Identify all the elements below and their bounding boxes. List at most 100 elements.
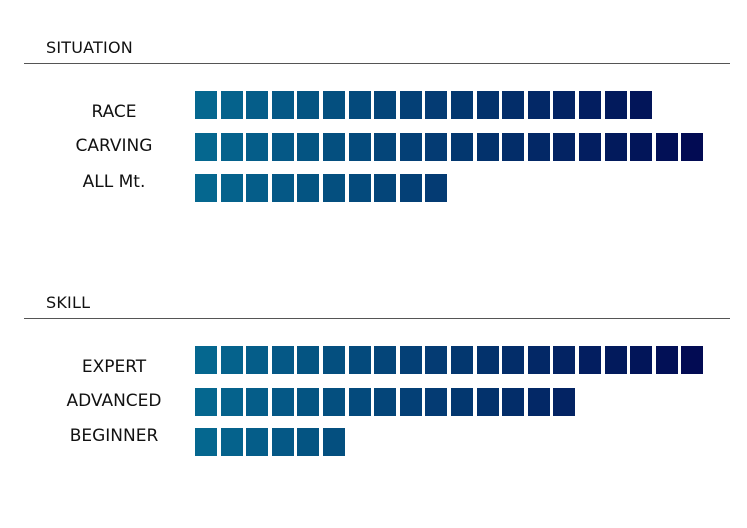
- race-segment-1: [195, 91, 217, 119]
- race-segment-13: [502, 91, 524, 119]
- carving-segment-19: [656, 133, 678, 161]
- beginner-segment-2: [221, 428, 243, 456]
- all-mt-segment-6: [323, 174, 345, 202]
- expert-segment-9: [400, 346, 422, 374]
- advanced-segment-5: [297, 388, 319, 416]
- all-mt-segment-8: [374, 174, 396, 202]
- advanced-segment-8: [374, 388, 396, 416]
- carving-segment-16: [579, 133, 601, 161]
- carving-segment-10: [425, 133, 447, 161]
- carving-segment-18: [630, 133, 652, 161]
- advanced-row-label: ADVANCED: [66, 391, 162, 411]
- expert-segment-12: [477, 346, 499, 374]
- carving-segment-13: [502, 133, 524, 161]
- expert-segment-16: [579, 346, 601, 374]
- advanced-segment-4: [272, 388, 294, 416]
- expert-segment-11: [451, 346, 473, 374]
- race-segment-2: [221, 91, 243, 119]
- all-mt-segment-3: [246, 174, 268, 202]
- situation-section-rule: [24, 63, 730, 64]
- race-segment-3: [246, 91, 268, 119]
- expert-segment-1: [195, 346, 217, 374]
- advanced-row-bar: [195, 388, 707, 416]
- carving-segment-6: [323, 133, 345, 161]
- situation-section-title: SITUATION: [46, 38, 133, 57]
- beginner-segment-1: [195, 428, 217, 456]
- race-row-label: RACE: [91, 102, 137, 122]
- all-mt-segment-7: [349, 174, 371, 202]
- beginner-segment-4: [272, 428, 294, 456]
- race-segment-9: [400, 91, 422, 119]
- carving-segment-11: [451, 133, 473, 161]
- skill-section-rule: [24, 318, 730, 319]
- all-mt-segment-5: [297, 174, 319, 202]
- race-segment-17: [605, 91, 627, 119]
- skill-section-title: SKILL: [46, 293, 91, 312]
- carving-segment-5: [297, 133, 319, 161]
- advanced-segment-6: [323, 388, 345, 416]
- carving-segment-15: [553, 133, 575, 161]
- advanced-segment-12: [477, 388, 499, 416]
- all-mt-segment-10: [425, 174, 447, 202]
- race-segment-10: [425, 91, 447, 119]
- expert-row-bar: [195, 346, 707, 374]
- advanced-segment-2: [221, 388, 243, 416]
- all-mt-segment-1: [195, 174, 217, 202]
- carving-segment-14: [528, 133, 550, 161]
- all-mt-row-label: ALL Mt.: [82, 172, 146, 192]
- expert-segment-4: [272, 346, 294, 374]
- beginner-row-bar: [195, 428, 707, 456]
- advanced-segment-13: [502, 388, 524, 416]
- carving-segment-8: [374, 133, 396, 161]
- carving-segment-3: [246, 133, 268, 161]
- beginner-row-label: BEGINNER: [69, 426, 159, 446]
- race-row-bar: [195, 91, 707, 119]
- expert-segment-15: [553, 346, 575, 374]
- expert-segment-13: [502, 346, 524, 374]
- race-segment-8: [374, 91, 396, 119]
- carving-segment-12: [477, 133, 499, 161]
- carving-segment-2: [221, 133, 243, 161]
- advanced-segment-14: [528, 388, 550, 416]
- race-segment-5: [297, 91, 319, 119]
- carving-segment-7: [349, 133, 371, 161]
- carving-segment-4: [272, 133, 294, 161]
- all-mt-segment-9: [400, 174, 422, 202]
- advanced-segment-11: [451, 388, 473, 416]
- expert-segment-18: [630, 346, 652, 374]
- expert-segment-8: [374, 346, 396, 374]
- expert-segment-10: [425, 346, 447, 374]
- carving-row-bar: [195, 133, 707, 161]
- carving-row-label: CARVING: [75, 136, 153, 156]
- expert-segment-5: [297, 346, 319, 374]
- race-segment-18: [630, 91, 652, 119]
- beginner-segment-3: [246, 428, 268, 456]
- all-mt-segment-2: [221, 174, 243, 202]
- race-segment-16: [579, 91, 601, 119]
- expert-segment-2: [221, 346, 243, 374]
- expert-segment-3: [246, 346, 268, 374]
- advanced-segment-7: [349, 388, 371, 416]
- expert-row-label: EXPERT: [81, 357, 147, 377]
- expert-segment-6: [323, 346, 345, 374]
- all-mt-row-bar: [195, 174, 707, 202]
- advanced-segment-10: [425, 388, 447, 416]
- race-segment-11: [451, 91, 473, 119]
- expert-segment-20: [681, 346, 703, 374]
- advanced-segment-3: [246, 388, 268, 416]
- carving-segment-20: [681, 133, 703, 161]
- race-segment-14: [528, 91, 550, 119]
- expert-segment-17: [605, 346, 627, 374]
- race-segment-7: [349, 91, 371, 119]
- advanced-segment-15: [553, 388, 575, 416]
- carving-segment-9: [400, 133, 422, 161]
- expert-segment-19: [656, 346, 678, 374]
- race-segment-12: [477, 91, 499, 119]
- race-segment-15: [553, 91, 575, 119]
- advanced-segment-9: [400, 388, 422, 416]
- carving-segment-17: [605, 133, 627, 161]
- expert-segment-7: [349, 346, 371, 374]
- advanced-segment-1: [195, 388, 217, 416]
- all-mt-segment-4: [272, 174, 294, 202]
